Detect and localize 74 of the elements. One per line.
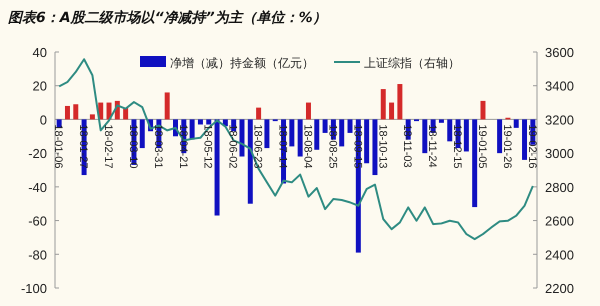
x-tick-label: 18-09-15 xyxy=(351,124,364,168)
x-tick-label: 18-06-02 xyxy=(226,124,239,168)
x-tick-label: 18-02-17 xyxy=(102,124,114,168)
bar xyxy=(73,104,78,120)
bar xyxy=(397,84,402,120)
bar xyxy=(264,119,270,148)
x-tick-label: 18-08-04 xyxy=(301,124,314,168)
bar xyxy=(472,119,478,208)
x-tick-label: 19-01-05 xyxy=(476,124,488,168)
y-tick-label: -60 xyxy=(28,214,47,229)
bar xyxy=(497,119,502,154)
bar xyxy=(447,119,452,142)
bar xyxy=(364,119,370,164)
bar xyxy=(289,119,294,146)
x-tick-label: 18-11-24 xyxy=(426,124,438,168)
x-tick-label: 18-12-15 xyxy=(451,124,464,168)
x-tick-label: 18-03-31 xyxy=(152,124,164,168)
bar xyxy=(198,119,203,124)
y-tick-label: -20 xyxy=(28,146,47,162)
y-tick-label: 40 xyxy=(32,45,47,60)
y2-tick-label: 2200 xyxy=(545,281,574,296)
bar xyxy=(339,119,344,146)
bar xyxy=(206,119,212,124)
bar xyxy=(389,102,394,120)
x-tick-label: 19-01-26 xyxy=(500,124,513,168)
legend-label: 净增（减）持金额（亿元） xyxy=(170,56,314,70)
bar xyxy=(64,106,70,120)
x-tick-label: 18-08-25 xyxy=(326,124,338,168)
title: 图表6：A股二级市场以“净减持”为主（单位：%） xyxy=(8,10,327,26)
x-tick-label: 18-06-23 xyxy=(252,124,264,168)
y-tick-label: -40 xyxy=(28,180,47,195)
bar xyxy=(106,102,112,120)
x-tick-label: 18-01-06 xyxy=(52,124,64,168)
y2-tick-label: 2800 xyxy=(545,180,574,195)
bar xyxy=(164,92,170,120)
bar xyxy=(239,119,244,157)
y2-tick-label: 3600 xyxy=(545,45,574,60)
bar xyxy=(322,119,328,133)
x-tick-label: 18-01-27 xyxy=(77,124,90,168)
bar xyxy=(522,119,528,160)
x-tick-label: 18-10-13 xyxy=(376,124,388,168)
y2-tick-label: 2400 xyxy=(545,247,574,262)
y-tick-label: 20 xyxy=(32,78,47,94)
bar xyxy=(306,102,311,120)
bar xyxy=(256,108,262,120)
bar xyxy=(380,89,386,120)
x-tick-label: 18-04-21 xyxy=(176,124,189,168)
bar xyxy=(298,119,303,157)
bar xyxy=(514,119,519,128)
y2-tick-label: 3200 xyxy=(545,112,574,128)
bar xyxy=(214,119,220,216)
bar xyxy=(90,114,95,120)
y-tick-label: 0 xyxy=(40,112,47,128)
x-tick-label: 18-03-10 xyxy=(126,124,139,168)
x-tick-label: 18-11-03 xyxy=(401,124,414,168)
y2-tick-label: 3400 xyxy=(545,78,574,94)
y2-tick-label: 3000 xyxy=(545,146,574,162)
bar xyxy=(480,100,486,120)
legend-label: 上证综指（右轴） xyxy=(364,56,460,70)
x-tick-label: 18-07-14 xyxy=(276,124,289,168)
bar xyxy=(140,119,145,148)
bar xyxy=(438,119,444,123)
bar xyxy=(372,119,378,176)
y2-tick-label: 2600 xyxy=(545,214,574,229)
x-tick-label: 18-05-12 xyxy=(202,124,214,168)
y-tick-label: -100 xyxy=(20,281,47,296)
bar xyxy=(464,119,469,152)
bar xyxy=(248,119,253,204)
bar xyxy=(422,119,428,154)
y-tick-label: -80 xyxy=(28,247,47,262)
bar xyxy=(314,119,320,150)
x-tick-label: 19-02-16 xyxy=(526,124,538,168)
bar xyxy=(348,119,353,133)
bar xyxy=(190,119,195,140)
